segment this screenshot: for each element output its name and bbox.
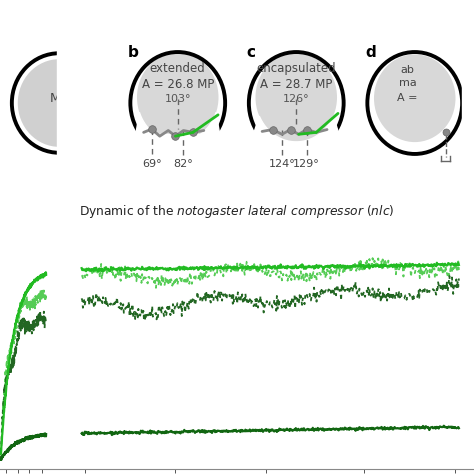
Text: 82°: 82° (173, 159, 193, 169)
Text: ab: ab (401, 65, 415, 75)
Text: A = 28.7 MP: A = 28.7 MP (260, 78, 332, 91)
Bar (57, 36, 121, 179)
Text: c: c (246, 45, 255, 60)
Ellipse shape (137, 53, 219, 142)
Ellipse shape (18, 59, 100, 147)
Text: 129°: 129° (293, 159, 320, 169)
Text: 126°: 126° (283, 94, 310, 104)
Text: extended: extended (150, 63, 206, 75)
Ellipse shape (255, 53, 337, 142)
Text: MP: MP (50, 92, 68, 105)
Text: 103°: 103° (164, 94, 191, 104)
Polygon shape (137, 134, 218, 179)
Text: b: b (128, 45, 139, 60)
Text: d: d (365, 45, 376, 60)
Ellipse shape (374, 55, 456, 142)
Text: A = 26.8 MP: A = 26.8 MP (142, 78, 214, 91)
Text: ma: ma (399, 78, 417, 88)
Text: encapsulated: encapsulated (256, 63, 336, 75)
Text: 69°: 69° (142, 159, 162, 169)
Polygon shape (254, 116, 339, 179)
Title: Dynamic of the $\it{notogaster\ lateral\ compressor}$ ($\it{nlc}$): Dynamic of the $\it{notogaster\ lateral\… (79, 203, 395, 220)
Polygon shape (135, 112, 220, 179)
Bar (462, 36, 474, 179)
Text: 124°: 124° (269, 159, 295, 169)
Text: A =: A = (397, 93, 418, 103)
